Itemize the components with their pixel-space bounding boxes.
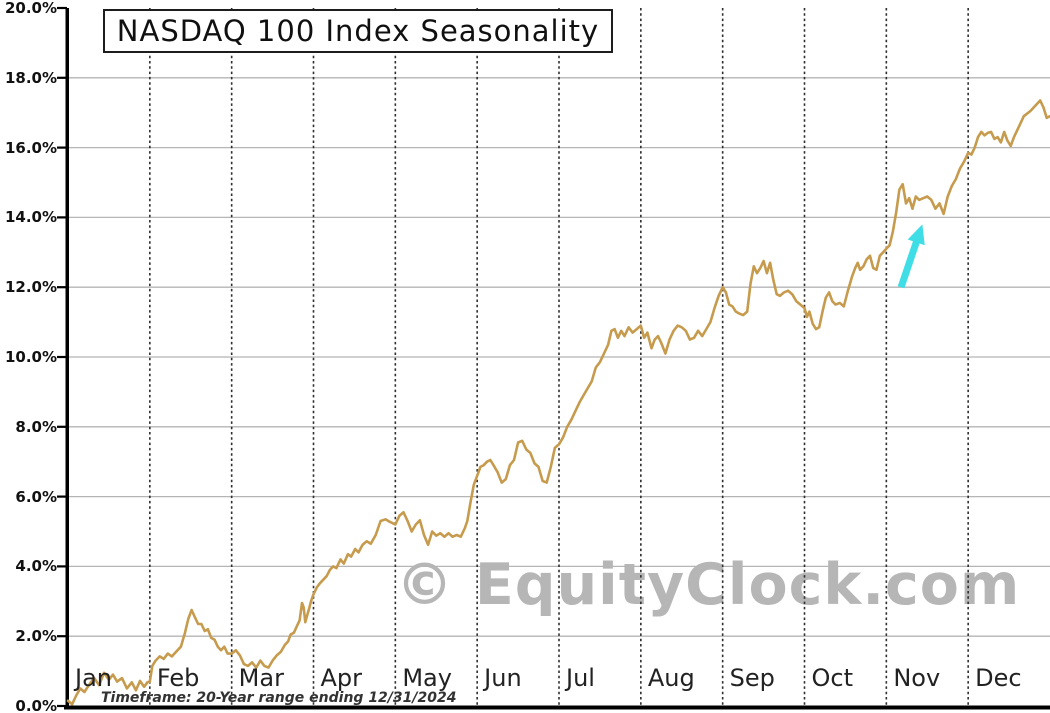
y-axis-ticks (57, 6, 67, 708)
x-axis-label: Oct (811, 664, 854, 692)
y-axis-label: 6.0% (15, 487, 57, 506)
y-axis-label: 0.0% (15, 697, 57, 713)
x-axis-label: Jun (484, 664, 522, 692)
y-axis-label: 20.0% (4, 0, 57, 17)
equityclock-watermark: © EquityClock.com (396, 552, 1021, 618)
y-axis-label: 10.0% (4, 348, 57, 366)
x-axis-label: Apr (320, 664, 363, 692)
seasonality-line (66, 99, 1050, 706)
x-axis-label: Mar (238, 664, 284, 692)
x-axis-label: Aug (647, 664, 695, 692)
y-axis-label: 2.0% (15, 627, 57, 646)
x-axis-label: Sep (729, 664, 775, 692)
chart-title: NASDAQ 100 Index Seasonality (116, 14, 600, 48)
axis-spines (64, 8, 1050, 710)
annotation-arrow-icon (897, 224, 925, 289)
horizontal-gridlines (68, 77, 1050, 637)
timeframe-note: Timeframe: 20-Year range ending 12/31/20… (101, 690, 457, 706)
x-axis-label: Feb (156, 664, 200, 692)
y-axis-label: 12.0% (4, 278, 57, 297)
y-axis-label: 14.0% (4, 208, 57, 227)
y-axis-label: 4.0% (15, 557, 57, 576)
x-axis-label: Nov (893, 664, 941, 692)
x-axis-label: Dec (975, 664, 1022, 692)
x-axis-label: Jan (75, 664, 112, 692)
chart-title-box: NASDAQ 100 Index Seasonality (103, 9, 613, 53)
y-axis-label: 18.0% (4, 68, 57, 87)
x-axis-label: May (402, 664, 452, 692)
y-axis-label: 16.0% (4, 138, 57, 157)
x-axis-label: Jul (566, 664, 595, 692)
y-axis-label: 8.0% (15, 417, 57, 436)
